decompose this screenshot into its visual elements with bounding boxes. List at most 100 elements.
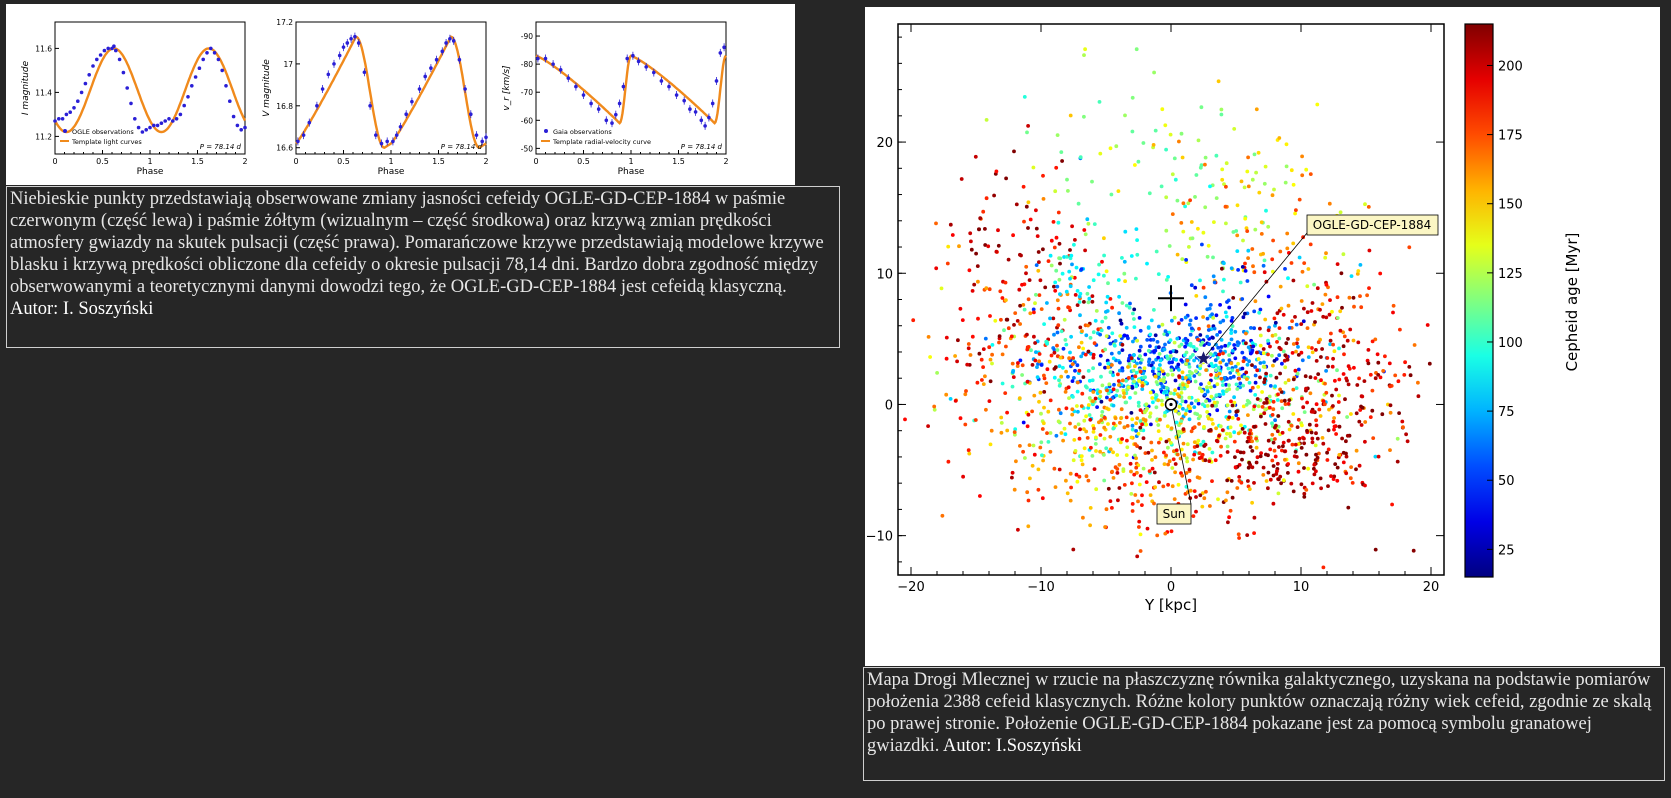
- cepheid-point: [1130, 386, 1135, 390]
- cepheid-point: [926, 424, 930, 428]
- cepheid-point: [1162, 450, 1166, 455]
- colorbar-tick-label: 200: [1498, 59, 1523, 74]
- cepheid-point: [1145, 338, 1150, 342]
- cepheid-point: [1203, 458, 1208, 463]
- cepheid-point: [1138, 425, 1143, 430]
- cepheid-point: [1215, 382, 1220, 387]
- cepheid-point: [1174, 420, 1179, 425]
- data-point: [64, 112, 69, 117]
- cepheid-point: [1156, 367, 1161, 371]
- cepheid-point: [1184, 362, 1188, 366]
- cepheid-point: [1305, 326, 1310, 330]
- cepheid-point: [953, 354, 957, 358]
- cepheid-point: [1082, 114, 1086, 119]
- cepheid-point: [1135, 554, 1140, 559]
- cepheid-point: [1094, 309, 1099, 313]
- cepheid-point: [1188, 406, 1192, 411]
- cepheid-point: [1056, 210, 1061, 215]
- cepheid-point: [1088, 417, 1093, 422]
- cepheid-point: [1261, 251, 1265, 256]
- cepheid-point: [1280, 361, 1284, 366]
- cepheid-point: [1259, 232, 1264, 236]
- cepheid-point: [1108, 370, 1113, 375]
- cepheid-point: [1203, 392, 1208, 397]
- cepheid-point: [1091, 399, 1095, 404]
- cepheid-point: [1056, 220, 1061, 225]
- cepheid-point: [1083, 248, 1087, 253]
- cepheid-point: [1117, 350, 1122, 355]
- cepheid-point: [1000, 296, 1005, 300]
- cepheid-point: [1153, 396, 1158, 400]
- cepheid-point: [1058, 256, 1063, 261]
- cepheid-point: [1391, 310, 1395, 315]
- cepheid-point: [1261, 351, 1266, 355]
- cepheid-point: [1244, 370, 1249, 375]
- cepheid-point: [1015, 319, 1020, 323]
- cepheid-point: [1105, 395, 1109, 400]
- cepheid-point: [1162, 347, 1167, 352]
- cepheid-point: [1037, 359, 1041, 364]
- cepheid-point: [1286, 419, 1291, 424]
- cepheid-point: [1204, 399, 1208, 404]
- cepheid-point: [1066, 189, 1070, 193]
- cepheid-point: [1134, 276, 1138, 281]
- cepheid-point: [1261, 473, 1266, 477]
- cepheid-point: [1247, 359, 1251, 364]
- cepheid-point: [1185, 358, 1190, 363]
- cepheid-point: [1262, 411, 1267, 416]
- cepheid-point: [1138, 360, 1143, 365]
- cepheid-point: [1256, 404, 1261, 409]
- data-point: [57, 117, 61, 121]
- cepheid-point: [1345, 338, 1350, 343]
- y-tick-label: 11.2: [35, 132, 52, 141]
- cepheid-point: [1062, 255, 1066, 259]
- cepheid-point: [1275, 398, 1280, 402]
- right-caption-author: Autor: I.Soszyński: [943, 736, 1082, 756]
- cepheid-point: [1081, 346, 1085, 351]
- y-axis-label: v_r [km/s]: [502, 65, 512, 111]
- cepheid-point: [1020, 363, 1025, 368]
- cepheid-point: [1132, 317, 1136, 321]
- cepheid-point: [1228, 508, 1233, 513]
- cepheid-point: [1230, 368, 1235, 373]
- cepheid-point: [1227, 353, 1232, 357]
- cepheid-point: [1211, 274, 1216, 279]
- data-point: [558, 67, 563, 72]
- cepheid-point: [1130, 417, 1135, 422]
- cepheid-point: [1301, 319, 1306, 324]
- cepheid-point: [1082, 418, 1087, 423]
- cepheid-point: [1363, 439, 1367, 444]
- cepheid-point: [1183, 315, 1188, 320]
- data-point: [410, 99, 414, 104]
- cepheid-point: [1249, 326, 1253, 330]
- cepheid-point: [1111, 426, 1116, 431]
- cepheid-point: [1191, 514, 1196, 518]
- cepheid-point: [1164, 439, 1169, 444]
- cepheid-point: [999, 430, 1004, 435]
- y-tick-label: -60: [521, 116, 533, 125]
- cepheid-point: [1262, 380, 1267, 385]
- cepheid-point: [975, 380, 980, 385]
- cepheid-point: [1141, 436, 1146, 441]
- cepheid-point: [1003, 280, 1008, 285]
- cepheid-point: [1134, 370, 1139, 375]
- cepheid-point: [1114, 393, 1119, 398]
- x-tick-label: 0: [52, 157, 57, 166]
- cepheid-point: [1100, 383, 1105, 388]
- cepheid-point: [1383, 354, 1387, 359]
- cepheid-point: [1148, 344, 1152, 348]
- cepheid-point: [1175, 452, 1180, 457]
- cepheid-point: [1021, 184, 1026, 189]
- map-y-tick-label: 20: [876, 136, 893, 151]
- cepheid-point: [1126, 385, 1131, 390]
- cepheid-point: [1126, 365, 1130, 369]
- cepheid-point: [1144, 480, 1149, 484]
- cepheid-point: [1125, 424, 1130, 428]
- cepheid-point: [1235, 368, 1240, 373]
- cepheid-point: [1296, 461, 1301, 466]
- cepheid-point: [1181, 441, 1186, 446]
- cepheid-point: [1110, 469, 1114, 474]
- cepheid-point: [1335, 368, 1339, 373]
- cepheid-point: [1164, 278, 1169, 282]
- cepheid-point: [1207, 447, 1212, 451]
